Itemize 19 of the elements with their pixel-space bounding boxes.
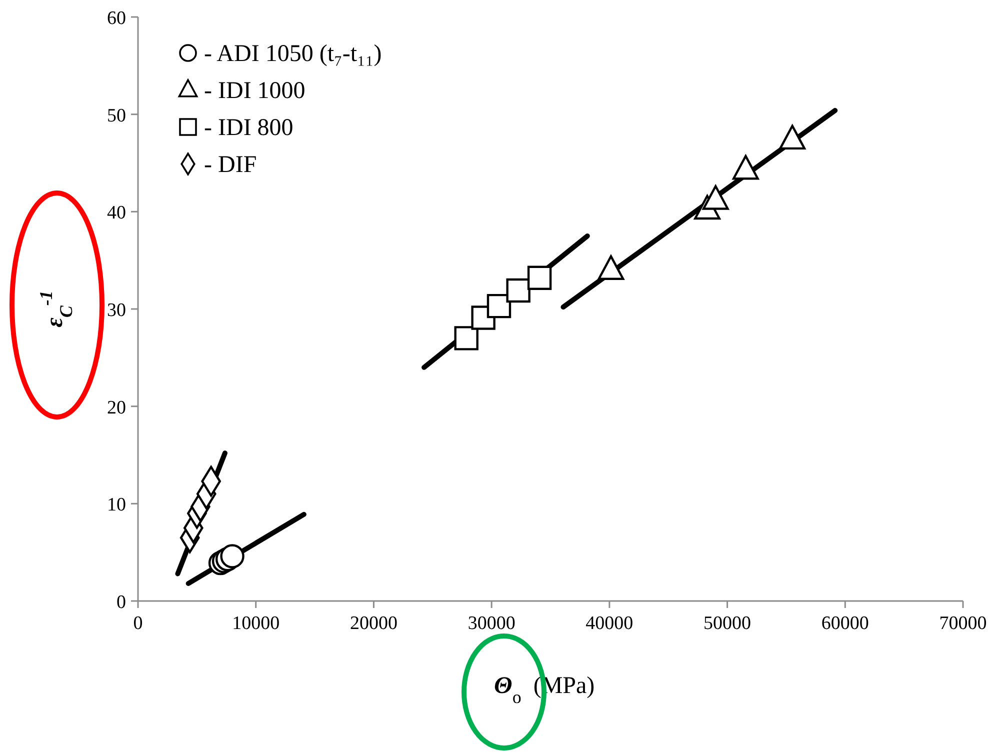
legend-label: - IDI 800 <box>204 115 294 141</box>
y-tick-label: 30 <box>107 300 126 321</box>
x-tick-label: 50000 <box>704 613 752 634</box>
y-tick-label: 20 <box>107 397 126 418</box>
x-tick-label: 60000 <box>821 613 869 634</box>
x-tick-label: 30000 <box>468 613 516 634</box>
x-tick-label: 0 <box>133 613 143 634</box>
y-tick-label: 40 <box>107 202 126 224</box>
x-tick-label: 20000 <box>350 613 398 634</box>
y-tick-label: 60 <box>107 8 126 29</box>
y-tick-label: 10 <box>107 494 126 516</box>
legend-label: - IDI 1000 <box>204 78 306 104</box>
legend-label: - DIF <box>204 152 257 178</box>
y-tick-label: 0 <box>116 592 126 613</box>
x-tick-label: 10000 <box>232 613 280 634</box>
y-tick-label: 50 <box>107 105 126 126</box>
legend-label: - ADI 1050 (t₇-t₁₁) <box>204 41 382 67</box>
x-tick-label: 40000 <box>586 613 634 634</box>
x-tick-label: 70000 <box>939 613 987 634</box>
